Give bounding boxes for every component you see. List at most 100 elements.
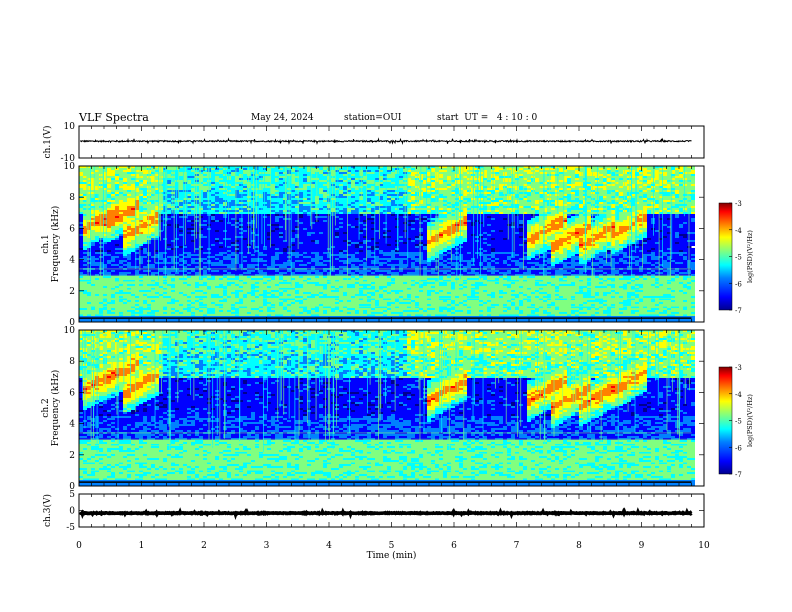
spectrogram-cell (319, 308, 323, 310)
spectrogram-cell (243, 172, 247, 174)
spectrogram-cell (231, 284, 235, 286)
spectrogram-cell (291, 178, 295, 180)
spectrogram-cell (239, 200, 243, 202)
spectrogram-cell (187, 300, 191, 302)
spectrogram-cell (247, 270, 251, 272)
spectrogram-cell (287, 302, 291, 304)
spectrogram-cell (295, 282, 299, 284)
spectrogram-cell (223, 218, 227, 220)
spectrogram-cell (119, 180, 123, 182)
spectrogram-cell (279, 284, 283, 286)
spectrogram-cell (239, 220, 243, 222)
spectrogram-cell (243, 212, 247, 214)
spectrogram-cell (207, 312, 211, 314)
spectrogram-cell (243, 246, 247, 248)
spectrogram-cell (175, 284, 179, 286)
spectrogram-cell (123, 212, 127, 214)
spectrogram-cell (155, 304, 159, 306)
spectrogram-cell (215, 266, 219, 268)
spectrogram-cell (195, 172, 199, 174)
spectrogram-cell (327, 298, 331, 300)
spectrogram-cell (95, 254, 99, 256)
spectrogram-cell (271, 182, 275, 184)
spectrogram-cell (211, 226, 215, 228)
spectrogram-cell (279, 308, 283, 310)
spectrogram-cell (211, 208, 215, 210)
spectrogram-cell (83, 240, 87, 242)
spectrogram-cell (95, 234, 99, 236)
spectrogram-cell (323, 308, 327, 310)
spectrogram-cell (95, 298, 99, 300)
spectrogram-cell (287, 290, 291, 292)
spectrogram-cell (107, 246, 111, 248)
spectrogram-cell (155, 292, 159, 294)
spectrogram-cell (271, 192, 275, 194)
spectrogram-cell (155, 312, 159, 314)
spectrogram-cell (199, 294, 203, 296)
spectrogram-cell (147, 264, 151, 266)
spectrogram-cell (167, 262, 171, 264)
spectrogram-cell (91, 252, 95, 254)
spectrogram-cell (167, 186, 171, 188)
spectrogram-cell (327, 294, 331, 296)
spectrogram-cell (143, 180, 147, 182)
spectrogram-cell (259, 230, 263, 232)
spectrogram-cell (239, 212, 243, 214)
spectrogram-cell (171, 302, 175, 304)
spectrogram-cell (291, 238, 295, 240)
spectrogram-cell (271, 208, 275, 210)
spectrogram-cell (287, 294, 291, 296)
spectrogram-cell (91, 286, 95, 288)
spectrogram-cell (219, 180, 223, 182)
spectrogram-cell (171, 276, 175, 278)
spectrogram-cell (127, 224, 131, 226)
spectrogram-cell (259, 198, 263, 200)
spectrogram-cell (267, 258, 271, 260)
spectrogram-cell (307, 246, 311, 248)
spectrogram-cell (151, 240, 155, 242)
spectrogram-cell (303, 210, 307, 212)
spectrogram-cell (291, 312, 295, 314)
spectrogram-cell (195, 286, 199, 288)
spectrogram-cell (79, 182, 83, 184)
spectrogram-cell (143, 168, 147, 170)
spectrogram-cell (239, 170, 243, 172)
spectrogram-cell (291, 300, 295, 302)
spectrogram-cell (231, 206, 235, 208)
spectrogram-cell (127, 262, 131, 264)
spectrogram-cell (219, 214, 223, 216)
spectrogram-cell (215, 176, 219, 178)
spectrogram-cell (279, 186, 283, 188)
spectrogram-cell (291, 188, 295, 190)
spectrogram-cell (111, 248, 115, 250)
spectrogram-cell (103, 298, 107, 300)
spectrogram-cell (239, 290, 243, 292)
spectrogram-cell (303, 272, 307, 274)
spectrogram-cell (323, 272, 327, 274)
spectrogram-cell (279, 262, 283, 264)
spectrogram-cell (131, 270, 135, 272)
spectrogram-cell (123, 310, 127, 312)
spectrogram-cell (243, 240, 247, 242)
spectrogram-cell (151, 298, 155, 300)
spectrogram-cell (147, 248, 151, 250)
spectrogram-cell (131, 278, 135, 280)
spectrogram-cell (215, 276, 219, 278)
spectrogram-cell (175, 232, 179, 234)
spectrogram-cell (299, 246, 303, 248)
spectrogram-cell (115, 190, 119, 192)
spectrogram-cell (251, 220, 255, 222)
spectrogram-cell (291, 236, 295, 238)
spectrogram-cell (263, 238, 267, 240)
spectrogram-cell (243, 210, 247, 212)
spectrogram-cell (315, 286, 319, 288)
spectrogram-cell (259, 232, 263, 234)
spectrogram-cell (139, 272, 143, 274)
spectrogram-cell (211, 276, 215, 278)
spectrogram-cell (251, 242, 255, 244)
spectrogram-cell (231, 262, 235, 264)
spectrogram-cell (119, 242, 123, 244)
spectrogram-cell (319, 292, 323, 294)
spectrogram-cell (219, 216, 223, 218)
spectrogram-cell (251, 196, 255, 198)
